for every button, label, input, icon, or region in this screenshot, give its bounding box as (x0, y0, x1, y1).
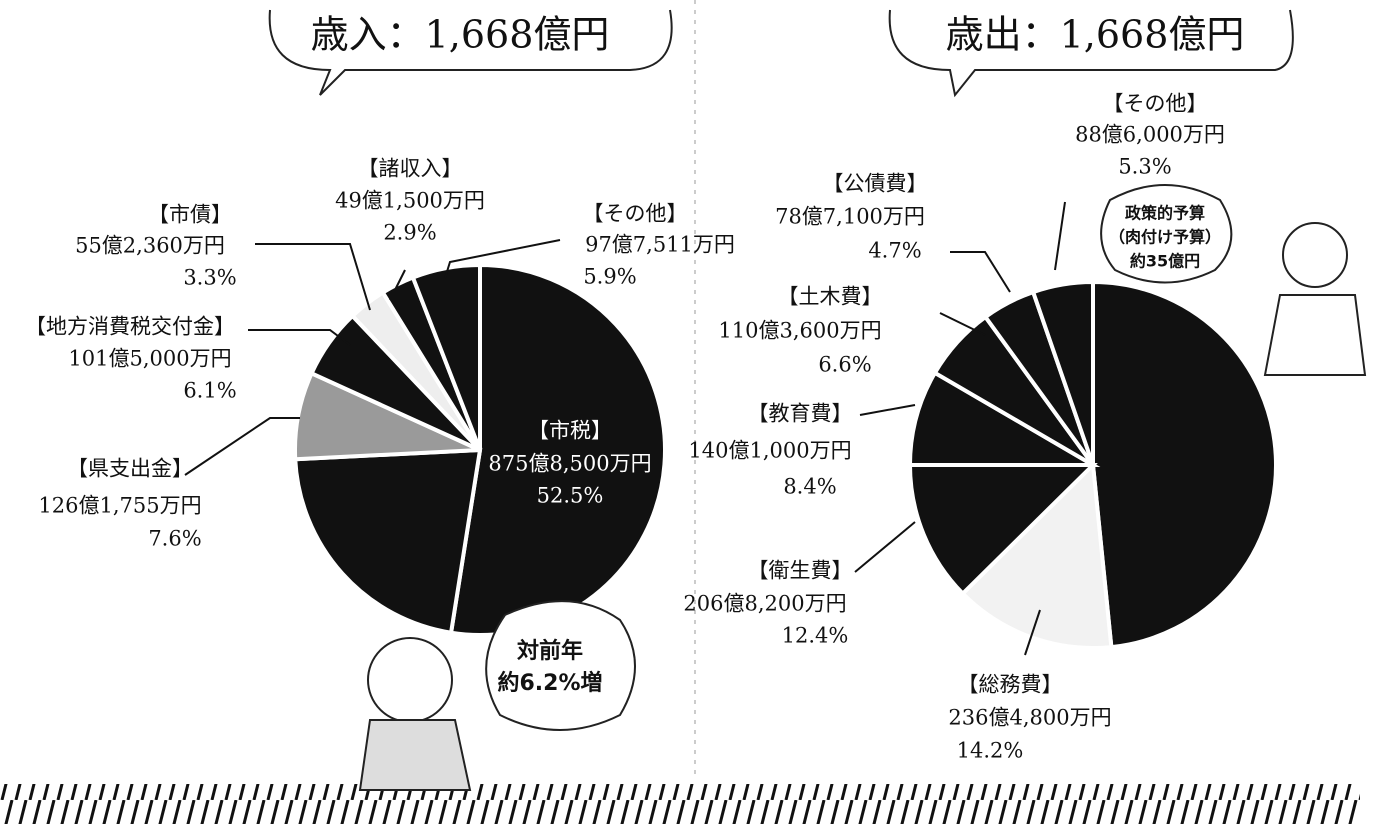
amount-label: 140億1,000万円 (688, 439, 851, 463)
pie-slice (1093, 282, 1276, 647)
note-text: （肉付け予算） (1109, 228, 1221, 247)
leader-line (1055, 202, 1065, 270)
note-text: 約35億円 (1130, 252, 1200, 271)
note-bubble (486, 601, 635, 730)
value-label: 6.1% (183, 379, 236, 403)
charts: 【市税】 875億8,500万円 52.5% 【県支出金】 126億1,755万円 7.6… (25, 92, 1276, 763)
slice-label: 【その他】 (1103, 92, 1208, 116)
value-label: 5.3% (1118, 155, 1171, 179)
amount-label: 875億8,500万円 (488, 452, 651, 476)
leader-line (185, 418, 300, 475)
leader-line (255, 244, 370, 310)
pie-slice (295, 450, 480, 633)
slice-label: 【地方消費税交付金】 (25, 315, 235, 339)
value-label: 3.3% (183, 266, 236, 290)
value-label: 14.2% (957, 739, 1024, 763)
person-figure (1265, 295, 1365, 375)
amount-label: 101億5,000万円 (68, 347, 231, 371)
pie-slice (451, 265, 665, 635)
slice-label: 【総務費】 (958, 673, 1063, 697)
slice-label: 【その他】 (583, 202, 688, 226)
slice-label: 【衛生費】 (748, 559, 853, 583)
amount-label: 97億7,511万円 (585, 233, 735, 257)
page: 歳入：1,668億円 歳出：1,668億円 【市税】 875億8,500万円 52.… (0, 0, 1390, 830)
amount-label: 126億1,755万円 (38, 494, 201, 518)
note-text: 政策的予算 (1125, 204, 1205, 223)
amount-label: 236億4,800万円 (948, 706, 1111, 730)
value-label: 5.9% (583, 265, 636, 289)
note-text: 対前年 (517, 638, 583, 664)
leader-line (860, 405, 915, 415)
amount-label: 206億8,200万円 (683, 592, 846, 616)
value-label: 7.6% (148, 527, 201, 551)
leader-line (950, 252, 1010, 292)
amount-label: 78億7,100万円 (775, 205, 925, 229)
value-label: 2.9% (383, 221, 436, 245)
value-label: 8.4% (783, 475, 836, 499)
slice-label: 【諸収入】 (358, 157, 463, 181)
amount-label: 110億3,600万円 (718, 319, 881, 343)
note-text: 約6.2%増 (497, 670, 602, 696)
value-label: 12.4% (782, 624, 849, 648)
leader-line (855, 522, 915, 572)
amount-label: 88億6,000万円 (1075, 123, 1225, 147)
person-figure (360, 720, 470, 790)
slice-label: 【教育費】 (748, 402, 853, 426)
slice-label: 【土木費】 (778, 285, 883, 309)
chart-title: 歳出：1,668億円 (946, 13, 1245, 57)
value-label: 4.7% (868, 239, 921, 263)
slice-label: 【市税】 (528, 419, 612, 443)
amount-label: 55億2,360万円 (75, 234, 225, 258)
person-figure (368, 638, 452, 722)
slice-label: 【県支出金】 (67, 457, 193, 481)
slice-label: 【公債費】 (823, 172, 928, 196)
chart-title: 歳入：1,668億円 (311, 13, 610, 57)
hatch-band (0, 784, 1360, 824)
value-label: 52.5% (537, 484, 604, 508)
amount-label: 49億1,500万円 (335, 189, 485, 213)
person-figure (1283, 223, 1347, 287)
value-label: 6.6% (818, 353, 871, 377)
slice-label: 【市債】 (148, 203, 232, 227)
